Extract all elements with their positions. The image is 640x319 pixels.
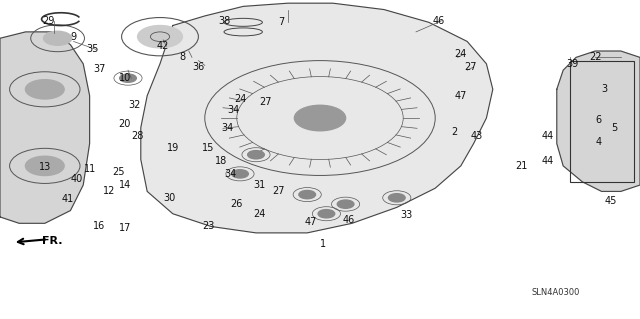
Text: 32: 32: [128, 100, 141, 110]
Circle shape: [26, 156, 64, 175]
Text: 27: 27: [464, 62, 477, 72]
Text: 34: 34: [221, 122, 234, 133]
Text: 35: 35: [86, 44, 99, 55]
Text: 3: 3: [602, 84, 608, 94]
Text: 2: 2: [451, 127, 458, 137]
Text: 18: 18: [214, 156, 227, 166]
Circle shape: [120, 74, 136, 82]
Text: 17: 17: [118, 223, 131, 233]
Text: 42: 42: [157, 41, 170, 51]
Text: 19: 19: [166, 143, 179, 153]
Text: 46: 46: [432, 16, 445, 26]
Circle shape: [232, 170, 248, 178]
Text: 44: 44: [541, 156, 554, 166]
Circle shape: [248, 151, 264, 159]
Text: 23: 23: [202, 221, 214, 232]
Text: 41: 41: [61, 194, 74, 204]
Circle shape: [294, 105, 346, 131]
Circle shape: [388, 194, 405, 202]
Circle shape: [337, 200, 354, 208]
Text: 47: 47: [304, 217, 317, 227]
Text: 25: 25: [112, 167, 125, 177]
Text: 37: 37: [93, 63, 106, 74]
Text: 27: 27: [272, 186, 285, 197]
Text: 43: 43: [470, 130, 483, 141]
Text: 29: 29: [42, 16, 54, 26]
Text: 5: 5: [611, 122, 618, 133]
Text: 10: 10: [118, 73, 131, 83]
Text: 36: 36: [192, 62, 205, 72]
Circle shape: [44, 31, 72, 45]
Text: 39: 39: [566, 59, 579, 69]
Polygon shape: [557, 51, 640, 191]
Text: 46: 46: [342, 215, 355, 225]
Text: 26: 26: [230, 199, 243, 209]
Text: 21: 21: [515, 161, 528, 171]
Text: 8: 8: [179, 52, 186, 63]
Polygon shape: [141, 3, 493, 233]
Circle shape: [26, 80, 64, 99]
Circle shape: [318, 210, 335, 218]
Text: 14: 14: [118, 180, 131, 190]
Text: 22: 22: [589, 52, 602, 63]
Text: 38: 38: [218, 16, 230, 26]
Text: 13: 13: [38, 162, 51, 173]
Text: 4: 4: [595, 137, 602, 147]
Text: 47: 47: [454, 91, 467, 101]
Circle shape: [299, 190, 316, 199]
Text: 15: 15: [202, 143, 214, 153]
Text: 34: 34: [224, 169, 237, 179]
Text: 28: 28: [131, 130, 144, 141]
Text: 34: 34: [227, 105, 240, 115]
Text: 11: 11: [83, 164, 96, 174]
Text: SLN4A0300: SLN4A0300: [531, 288, 580, 297]
Circle shape: [138, 26, 182, 48]
Text: 9: 9: [70, 32, 77, 42]
Text: FR.: FR.: [42, 236, 62, 246]
Text: 24: 24: [454, 49, 467, 59]
Text: 27: 27: [259, 97, 272, 107]
Text: 20: 20: [118, 119, 131, 130]
Text: 33: 33: [400, 210, 413, 220]
Text: 24: 24: [234, 94, 246, 104]
Text: 40: 40: [70, 174, 83, 184]
Text: 16: 16: [93, 221, 106, 232]
Text: 12: 12: [102, 186, 115, 197]
Text: 30: 30: [163, 193, 176, 203]
Text: 1: 1: [320, 239, 326, 249]
Text: 31: 31: [253, 180, 266, 190]
Text: 45: 45: [605, 196, 618, 206]
Text: 44: 44: [541, 130, 554, 141]
Text: 24: 24: [253, 209, 266, 219]
Text: 6: 6: [595, 115, 602, 125]
Text: 7: 7: [278, 17, 285, 27]
Polygon shape: [0, 32, 90, 223]
